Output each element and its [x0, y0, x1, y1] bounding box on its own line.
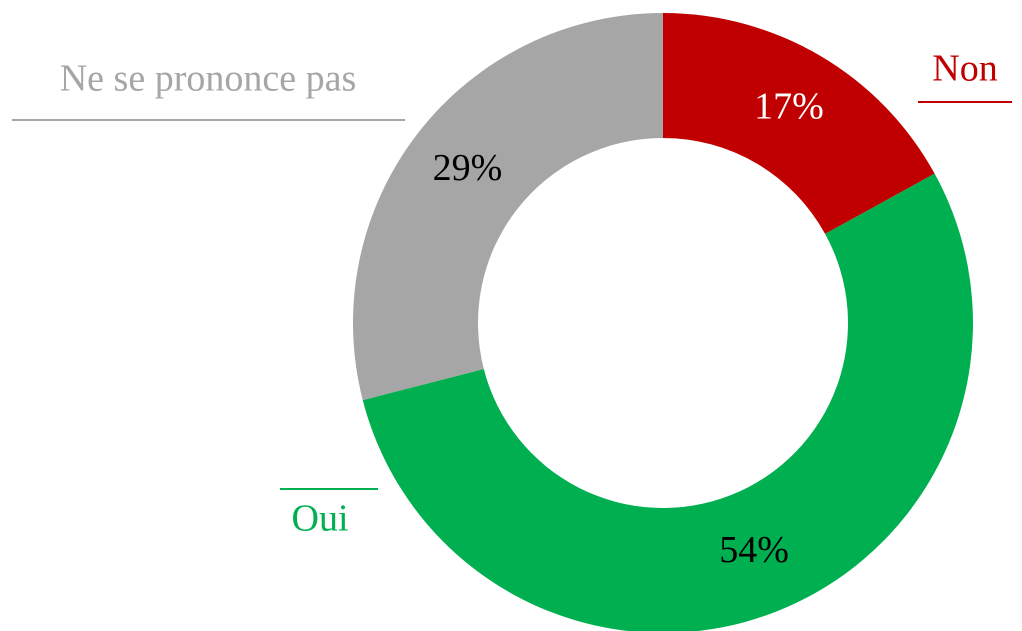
donut-slice	[663, 13, 935, 234]
donut-slice	[353, 13, 663, 401]
donut-slice	[362, 173, 973, 631]
category-label: Oui	[292, 498, 349, 540]
category-label: Ne se prononce pas	[60, 58, 357, 100]
data-label: 54%	[719, 529, 789, 571]
data-label: 29%	[433, 147, 503, 189]
data-label: 17%	[754, 86, 824, 128]
category-label: Non	[932, 48, 997, 90]
